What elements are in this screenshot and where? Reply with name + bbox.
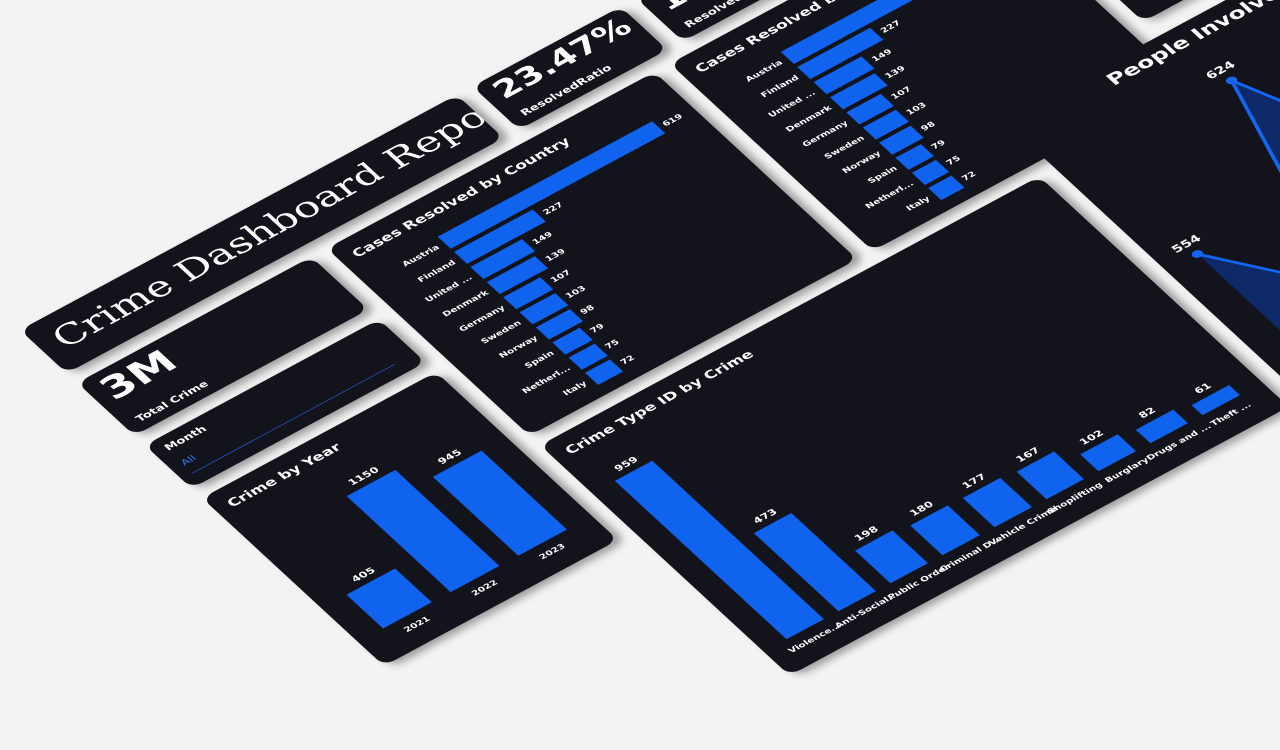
y-tick-label: Austria [401, 244, 442, 269]
data-label: 98 [579, 304, 597, 316]
bar [437, 121, 666, 249]
bar [346, 469, 500, 593]
data-label: 227 [541, 201, 565, 217]
bar [585, 359, 624, 385]
bar [1191, 385, 1240, 416]
y-tick-label: Finland [416, 259, 458, 284]
data-label: 98 [919, 121, 937, 133]
y-tick-label: Norway [841, 150, 884, 176]
y-tick-label: Finland [759, 74, 801, 99]
bar [454, 209, 546, 264]
data-label: 72 [619, 354, 637, 366]
data-label: 61 [1192, 381, 1214, 396]
bar [846, 93, 894, 125]
bar [928, 175, 965, 201]
point [1225, 76, 1238, 85]
data-label: 139 [883, 65, 907, 81]
y-tick-label: Sweden [479, 319, 523, 345]
bar [797, 27, 884, 80]
data-label: 139 [544, 248, 568, 264]
data-label: 149 [531, 231, 555, 247]
data-label: 72 [960, 170, 978, 182]
data-label: 227 [879, 19, 903, 35]
data-label: 103 [905, 101, 929, 117]
data-label: 103 [564, 285, 588, 301]
bar [962, 477, 1032, 528]
x-tick-label: 2022 [470, 579, 500, 598]
point [1191, 250, 1203, 258]
data-label: 75 [945, 155, 963, 167]
x-tick-label: 2021 [402, 615, 432, 634]
bar [910, 505, 980, 556]
bar [470, 239, 536, 280]
bar [829, 73, 888, 110]
bar [1080, 434, 1136, 472]
y-tick-label: Austria [744, 59, 785, 84]
data-label: 107 [549, 269, 573, 285]
bar [486, 256, 549, 295]
bar [535, 309, 583, 340]
data-label: 82 [1136, 406, 1158, 421]
bar [432, 450, 567, 556]
bar [753, 512, 876, 612]
bar [813, 56, 875, 95]
bar [1135, 409, 1188, 444]
data-label: 619 [661, 113, 685, 129]
chart: Cases Resolved by CountryAustria619Finla… [692, 0, 993, 213]
x-tick-label: 2023 [538, 543, 568, 562]
bar [1016, 451, 1084, 500]
bar [780, 0, 993, 65]
data-label: 107 [890, 86, 914, 102]
bar [911, 159, 950, 185]
data-label: 75 [603, 339, 621, 351]
y-tick-label: Spain [866, 165, 900, 186]
chart-card: Cases Resolved by CountryAustria619Finla… [670, 0, 1185, 251]
bar [614, 460, 824, 640]
bar [519, 293, 569, 325]
bar [346, 568, 432, 629]
bar [862, 109, 909, 140]
bar [503, 277, 554, 310]
y-tick-label: Norway [497, 334, 540, 360]
bar [552, 327, 593, 355]
data-label: 79 [930, 139, 948, 151]
y-tick-label: Sweden [823, 135, 867, 161]
data-label: 79 [588, 323, 606, 335]
bar [895, 144, 934, 170]
bar [855, 530, 928, 584]
y-tick-label: Spain [523, 350, 557, 371]
bar [879, 125, 924, 155]
bar [568, 343, 608, 370]
data-label: 149 [870, 48, 894, 64]
dashboard: Crime Dashboard Report 3M Total Crime 23… [20, 0, 1280, 750]
y-tick-label: Italy [905, 195, 933, 213]
y-tick-label: Italy [561, 380, 589, 398]
